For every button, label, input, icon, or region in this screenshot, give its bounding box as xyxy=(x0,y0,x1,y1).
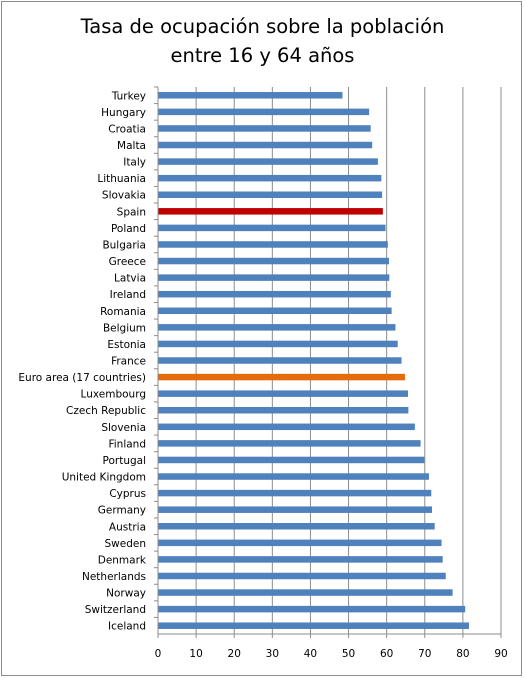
bar-ireland xyxy=(158,290,391,298)
category-label-finland: Finland xyxy=(108,438,146,450)
category-label-iceland: Iceland xyxy=(108,621,146,633)
tick-label-60: 60 xyxy=(380,648,393,660)
category-label-lithuania: Lithuania xyxy=(97,173,146,185)
category-label-italy: Italy xyxy=(123,157,146,169)
category-label-hungary: Hungary xyxy=(101,107,146,119)
bar-malta xyxy=(158,141,373,149)
bar-slovakia xyxy=(158,191,383,198)
bar-bulgaria xyxy=(158,241,388,248)
category-label-euro-area-17-countries: Euro area (17 countries) xyxy=(18,372,146,384)
bar-germany xyxy=(158,506,433,513)
bar-lithuania xyxy=(158,174,382,182)
category-label-croatia: Croatia xyxy=(108,123,146,135)
bar-finland xyxy=(158,440,421,447)
category-labels: Turkey Hungary Croatia Malta Italy Lithuania S… xyxy=(18,86,158,633)
tick-label-30: 30 xyxy=(266,648,279,660)
bar-iceland xyxy=(158,622,469,629)
bar-romania xyxy=(158,307,392,315)
chart-title: Tasa de ocupación sobre la población ent… xyxy=(0,12,525,70)
bar-austria xyxy=(158,523,435,530)
category-label-estonia: Estonia xyxy=(107,339,146,351)
category-label-sweden: Sweden xyxy=(105,538,147,550)
category-label-denmark: Denmark xyxy=(98,554,147,566)
bar-sweden xyxy=(158,539,442,547)
bars xyxy=(158,92,469,629)
tick-label-40: 40 xyxy=(304,648,317,660)
bar-slovenia xyxy=(158,423,415,431)
category-label-belgium: Belgium xyxy=(103,322,146,334)
bar-poland xyxy=(158,224,386,232)
category-label-poland: Poland xyxy=(111,223,146,235)
category-label-bulgaria: Bulgaria xyxy=(102,239,146,251)
category-label-germany: Germany xyxy=(98,505,146,517)
bar-france xyxy=(158,357,402,364)
tick-label-70: 70 xyxy=(418,648,431,660)
category-label-ireland: Ireland xyxy=(110,289,146,301)
bar-hungary xyxy=(158,108,370,116)
category-label-norway: Norway xyxy=(106,588,146,600)
category-label-slovenia: Slovenia xyxy=(101,422,146,434)
category-label-switzerland: Switzerland xyxy=(85,604,146,616)
bar-spain xyxy=(158,208,383,215)
category-label-netherlands: Netherlands xyxy=(82,571,146,583)
bar-estonia xyxy=(158,340,398,348)
bar-czech-republic xyxy=(158,406,409,414)
bar-norway xyxy=(158,589,453,596)
chart-title-line-1: Tasa de ocupación sobre la población xyxy=(80,15,445,38)
category-label-portugal: Portugal xyxy=(103,455,147,467)
bar-belgium xyxy=(158,324,396,331)
category-label-greece: Greece xyxy=(109,256,146,268)
bar-turkey xyxy=(158,92,343,99)
category-label-austria: Austria xyxy=(109,521,146,533)
chart-title-line-2: entre 16 y 64 años xyxy=(170,44,355,67)
bar-netherlands xyxy=(158,572,446,580)
bar-switzerland xyxy=(158,605,466,613)
bar-denmark xyxy=(158,556,443,563)
bar-croatia xyxy=(158,125,371,132)
bar-latvia xyxy=(158,274,390,281)
bar-cyprus xyxy=(158,489,432,497)
x-axis-ticks: 0 10 20 30 40 50 60 70 80 90 xyxy=(155,634,508,660)
bar-italy xyxy=(158,158,378,165)
category-label-slovakia: Slovakia xyxy=(102,190,146,202)
category-label-france: France xyxy=(111,356,146,368)
category-label-czech-republic: Czech Republic xyxy=(66,405,146,417)
category-label-luxembourg: Luxembourg xyxy=(81,389,146,401)
category-label-cyprus: Cyprus xyxy=(109,488,146,500)
category-label-spain: Spain xyxy=(117,206,146,218)
bar-united-kingdom xyxy=(158,473,429,480)
tick-label-10: 10 xyxy=(189,648,202,660)
tick-label-0: 0 xyxy=(155,648,162,660)
category-label-malta: Malta xyxy=(117,140,146,152)
tick-label-90: 90 xyxy=(494,648,507,660)
category-label-united-kingdom: United Kingdom xyxy=(62,472,146,484)
tick-label-20: 20 xyxy=(228,648,241,660)
bar-euro-area-17-countries xyxy=(158,373,405,381)
category-label-romania: Romania xyxy=(100,306,146,318)
bar-portugal xyxy=(158,456,425,464)
bar-luxembourg xyxy=(158,390,409,397)
bar-greece xyxy=(158,257,389,265)
tick-label-50: 50 xyxy=(342,648,355,660)
tick-label-80: 80 xyxy=(456,648,469,660)
category-label-turkey: Turkey xyxy=(111,90,146,102)
category-label-latvia: Latvia xyxy=(114,273,146,285)
